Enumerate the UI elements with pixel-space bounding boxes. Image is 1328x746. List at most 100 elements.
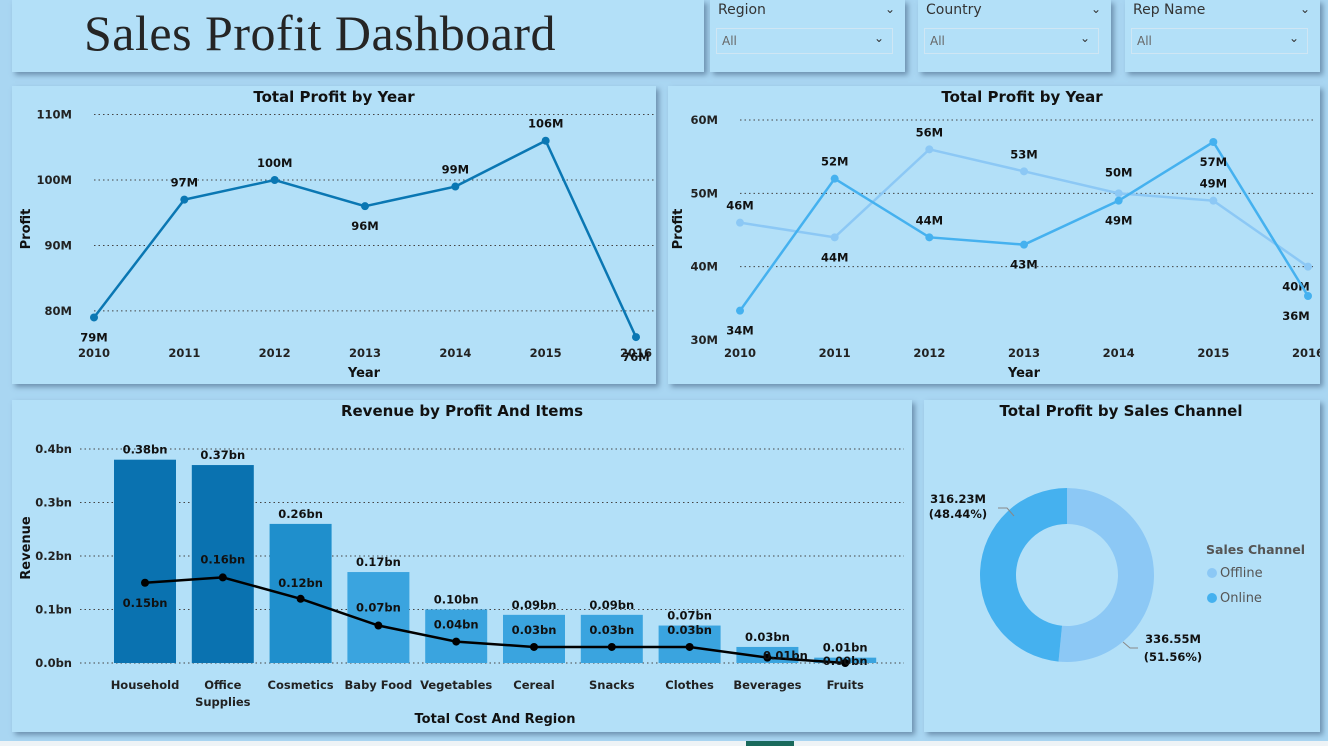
data-point xyxy=(925,145,934,154)
data-point xyxy=(925,233,934,242)
x-tick-label: Clothes xyxy=(665,678,714,692)
revenue-by-items-panel: Revenue by Profit And Items Total Cost A… xyxy=(12,400,912,732)
chevron-down-icon[interactable]: ⌄ xyxy=(1079,31,1090,45)
chevron-down-icon[interactable]: ⌄ xyxy=(1288,31,1299,45)
x-tick-label: 2015 xyxy=(1197,346,1229,360)
profit-by-year-channel-panel: Total Profit by Year Year Profit 30M 40M 5… xyxy=(668,86,1324,384)
data-label: 36M xyxy=(1282,309,1309,323)
data-point xyxy=(1114,196,1123,205)
bar-data-label: 0.09bn xyxy=(512,598,557,612)
data-point xyxy=(736,218,744,227)
legend-marker xyxy=(1207,568,1217,578)
slice-value-label: 336.55M xyxy=(1145,632,1201,646)
bar-data-label: 0.17bn xyxy=(356,555,401,569)
cost-point xyxy=(374,621,383,630)
active-page-tab[interactable] xyxy=(746,741,794,746)
chevron-down-icon[interactable]: ⌄ xyxy=(1299,2,1310,16)
series-line xyxy=(93,139,638,338)
y-tick-label: 100M xyxy=(37,173,72,187)
title-panel: Sales Profit Dashboard xyxy=(12,0,704,72)
rep-name-slicer[interactable]: Rep Name ⌄ All ⌄ xyxy=(1125,0,1320,72)
rep-name-slicer-label: Rep Name xyxy=(1133,2,1206,18)
y-tick-label: 0.3bn xyxy=(35,496,72,510)
bar xyxy=(580,614,643,663)
cost-point xyxy=(607,642,616,651)
data-label: 99M xyxy=(442,163,469,177)
cost-data-label: 0.01bn xyxy=(763,649,808,663)
cost-data-label: 0.03bn xyxy=(512,623,557,637)
cost-point xyxy=(218,573,227,582)
x-tick-label: Household xyxy=(111,678,180,692)
data-label: 76M xyxy=(622,350,649,364)
page-tabs-bar xyxy=(0,741,1328,746)
data-point xyxy=(1020,240,1028,249)
x-tick-label: 2014 xyxy=(439,346,471,360)
donut-slice xyxy=(1058,488,1155,662)
bar-data-label: 0.07bn xyxy=(667,609,712,623)
cost-data-label: 0.00bn xyxy=(823,654,868,668)
y-tick-label: 0.2bn xyxy=(35,549,72,563)
chevron-down-icon[interactable]: ⌄ xyxy=(1090,2,1101,16)
x-axis-label: Total Cost And Region xyxy=(415,712,576,727)
country-dropdown[interactable]: All ⌄ xyxy=(924,28,1099,54)
bar-data-label: 0.10bn xyxy=(434,593,479,607)
data-point xyxy=(1209,138,1218,146)
cost-point xyxy=(763,653,772,662)
donut-slice xyxy=(980,488,1067,662)
data-point xyxy=(1114,189,1123,198)
chevron-down-icon[interactable]: ⌄ xyxy=(873,31,884,45)
data-label: 52M xyxy=(821,155,848,169)
cost-point xyxy=(452,637,461,646)
data-label: 44M xyxy=(916,213,943,227)
data-label: 79M xyxy=(80,330,107,344)
data-label: 43M xyxy=(1010,258,1037,272)
data-label: 56M xyxy=(916,125,943,139)
data-label: 49M xyxy=(1105,214,1132,228)
region-slicer[interactable]: Region ⌄ All ⌄ xyxy=(710,0,905,72)
x-tick-label: 2010 xyxy=(78,346,110,360)
cost-data-label: 0.04bn xyxy=(434,618,479,632)
country-slicer-label: Country xyxy=(926,2,982,18)
data-point xyxy=(1304,292,1312,300)
legend-marker xyxy=(1207,593,1217,603)
cost-point xyxy=(685,642,694,651)
region-dropdown[interactable]: All ⌄ xyxy=(716,28,893,54)
x-axis-label: Year xyxy=(347,366,381,381)
region-slicer-label: Region xyxy=(718,2,766,18)
data-point xyxy=(361,202,369,211)
x-tick-label: 2011 xyxy=(168,346,200,360)
x-tick-label: Fruits xyxy=(827,678,864,692)
data-point xyxy=(830,174,839,183)
x-tick-label: Baby Food xyxy=(345,678,413,692)
x-tick-label: Supplies xyxy=(195,695,251,709)
cost-data-label: 0.03bn xyxy=(589,623,634,637)
rep-name-dropdown[interactable]: All ⌄ xyxy=(1131,28,1308,54)
bar xyxy=(191,465,254,663)
slice-percent-label: (51.56%) xyxy=(1144,650,1202,664)
x-tick-label: 2013 xyxy=(1008,346,1040,360)
chart-title: Total Profit by Year xyxy=(253,88,415,106)
rep-name-value: All xyxy=(1137,34,1152,48)
y-tick-label: 90M xyxy=(45,238,72,252)
cost-point xyxy=(296,594,305,603)
profit-by-channel-chart: Total Profit by Sales Channel 316.23M(48… xyxy=(929,402,1305,664)
leader-line xyxy=(998,507,1015,517)
x-tick-label: Office xyxy=(204,678,241,692)
data-label: 97M xyxy=(171,176,198,190)
legend-item-online: Online xyxy=(1220,591,1262,606)
cost-data-label: 0.07bn xyxy=(356,601,401,615)
y-axis-label: Revenue xyxy=(19,516,34,580)
x-axis-label: Year xyxy=(1007,366,1041,381)
cost-data-label: 0.16bn xyxy=(200,552,245,566)
data-point xyxy=(830,233,839,242)
bar-data-label: 0.09bn xyxy=(589,598,634,612)
chevron-down-icon[interactable]: ⌄ xyxy=(884,2,895,16)
country-slicer[interactable]: Country ⌄ All ⌄ xyxy=(918,0,1111,72)
profit-by-year-channel-chart: Total Profit by Year Year Profit 30M 40M 5… xyxy=(671,88,1324,381)
bar-data-label: 0.01bn xyxy=(823,641,868,655)
x-tick-label: 2014 xyxy=(1103,346,1135,360)
bar-data-label: 0.37bn xyxy=(200,448,245,462)
cost-point xyxy=(141,578,149,587)
x-tick-label: 2015 xyxy=(530,346,562,360)
leader-line xyxy=(1122,641,1138,649)
